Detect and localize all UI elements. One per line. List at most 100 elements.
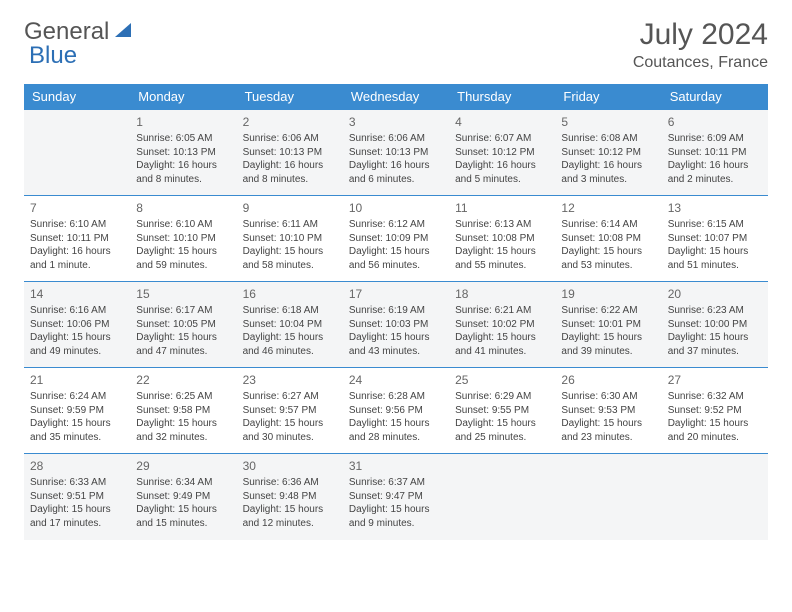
day-header-row: Sunday Monday Tuesday Wednesday Thursday… [24, 84, 768, 110]
daylight-text: Daylight: 15 hours and 28 minutes. [349, 417, 443, 444]
logo-triangle-icon [115, 23, 131, 37]
sunrise-text: Sunrise: 6:37 AM [349, 476, 443, 490]
sunset-text: Sunset: 9:58 PM [136, 404, 230, 418]
day-number: 28 [30, 458, 124, 474]
sunrise-text: Sunrise: 6:27 AM [243, 390, 337, 404]
daylight-text: Daylight: 15 hours and 12 minutes. [243, 503, 337, 530]
daylight-text: Daylight: 15 hours and 37 minutes. [668, 331, 762, 358]
day-number: 13 [668, 200, 762, 216]
day-number: 27 [668, 372, 762, 388]
day-number: 17 [349, 286, 443, 302]
sunset-text: Sunset: 10:02 PM [455, 318, 549, 332]
sunset-text: Sunset: 10:12 PM [455, 146, 549, 160]
calendar-day-cell [555, 454, 661, 540]
calendar-week-row: 14Sunrise: 6:16 AMSunset: 10:06 PMDaylig… [24, 282, 768, 368]
sunset-text: Sunset: 10:06 PM [30, 318, 124, 332]
sunset-text: Sunset: 10:13 PM [243, 146, 337, 160]
sunset-text: Sunset: 10:09 PM [349, 232, 443, 246]
daylight-text: Daylight: 15 hours and 9 minutes. [349, 503, 443, 530]
day-number: 3 [349, 114, 443, 130]
sunrise-text: Sunrise: 6:17 AM [136, 304, 230, 318]
sunrise-text: Sunrise: 6:15 AM [668, 218, 762, 232]
calendar-day-cell: 9Sunrise: 6:11 AMSunset: 10:10 PMDayligh… [237, 196, 343, 282]
sunset-text: Sunset: 10:07 PM [668, 232, 762, 246]
sunset-text: Sunset: 10:12 PM [561, 146, 655, 160]
daylight-text: Daylight: 15 hours and 20 minutes. [668, 417, 762, 444]
calendar-day-cell: 23 Sunrise: 6:27 AMSunset: 9:57 PMDayligh… [237, 368, 343, 454]
sunrise-text: Sunrise: 6:14 AM [561, 218, 655, 232]
sunrise-text: Sunrise: 6:10 AM [30, 218, 124, 232]
sunset-text: Sunset: 10:03 PM [349, 318, 443, 332]
sunrise-text: Sunrise: 6:34 AM [136, 476, 230, 490]
calendar-day-cell: 6Sunrise: 6:09 AMSunset: 10:11 PMDayligh… [662, 110, 768, 196]
daylight-text: Daylight: 15 hours and 49 minutes. [30, 331, 124, 358]
sunrise-text: Sunrise: 6:24 AM [30, 390, 124, 404]
daylight-text: Daylight: 15 hours and 43 minutes. [349, 331, 443, 358]
calendar-day-cell: 19Sunrise: 6:22 AMSunset: 10:01 PMDaylig… [555, 282, 661, 368]
sunset-text: Sunset: 9:57 PM [243, 404, 337, 418]
calendar-day-cell: 22Sunrise: 6:25 AMSunset: 9:58 PMDayligh… [130, 368, 236, 454]
sunrise-text: Sunrise: 6:12 AM [349, 218, 443, 232]
calendar-day-cell: 2Sunrise: 6:06 AMSunset: 10:13 PMDayligh… [237, 110, 343, 196]
day-number: 10 [349, 200, 443, 216]
calendar-day-cell: 30Sunrise: 6:36 AMSunset: 9:48 PMDayligh… [237, 454, 343, 540]
day-number: 1 [136, 114, 230, 130]
sunrise-text: Sunrise: 6:21 AM [455, 304, 549, 318]
day-number: 26 [561, 372, 655, 388]
day-number: 12 [561, 200, 655, 216]
sunset-text: Sunset: 10:13 PM [136, 146, 230, 160]
day-header: Friday [555, 84, 661, 110]
day-header: Wednesday [343, 84, 449, 110]
sunset-text: Sunset: 10:00 PM [668, 318, 762, 332]
sunset-text: Sunset: 10:05 PM [136, 318, 230, 332]
daylight-text: Daylight: 16 hours and 1 minute. [30, 245, 124, 272]
day-number: 5 [561, 114, 655, 130]
calendar-day-cell: 26Sunrise: 6:30 AMSunset: 9:53 PMDayligh… [555, 368, 661, 454]
sunset-text: Sunset: 9:47 PM [349, 490, 443, 504]
calendar-day-cell: 10Sunrise: 6:12 AMSunset: 10:09 PMDaylig… [343, 196, 449, 282]
calendar-day-cell: 24Sunrise: 6:28 AMSunset: 9:56 PMDayligh… [343, 368, 449, 454]
day-number: 18 [455, 286, 549, 302]
calendar-day-cell: 3Sunrise: 6:06 AMSunset: 10:13 PMDayligh… [343, 110, 449, 196]
sunset-text: Sunset: 9:53 PM [561, 404, 655, 418]
calendar-day-cell: 16Sunrise: 6:18 AMSunset: 10:04 PMDaylig… [237, 282, 343, 368]
sunset-text: Sunset: 10:04 PM [243, 318, 337, 332]
month-title: July 2024 [633, 18, 768, 52]
page-header: General July 2024 Coutances, France [24, 18, 768, 72]
day-number: 23 [243, 372, 337, 388]
calendar-day-cell: 1Sunrise: 6:05 AMSunset: 10:13 PMDayligh… [130, 110, 236, 196]
day-number: 25 [455, 372, 549, 388]
calendar-day-cell [24, 110, 130, 196]
daylight-text: Daylight: 15 hours and 41 minutes. [455, 331, 549, 358]
sunrise-text: Sunrise: 6:05 AM [136, 132, 230, 146]
sunrise-text: Sunrise: 6:11 AM [243, 218, 337, 232]
sunset-text: Sunset: 9:56 PM [349, 404, 443, 418]
day-header: Thursday [449, 84, 555, 110]
daylight-text: Daylight: 16 hours and 8 minutes. [243, 159, 337, 186]
daylight-text: Daylight: 15 hours and 59 minutes. [136, 245, 230, 272]
logo-word-2: Blue [29, 42, 77, 70]
day-header: Tuesday [237, 84, 343, 110]
calendar-day-cell: 28Sunrise: 6:33 AMSunset: 9:51 PMDayligh… [24, 454, 130, 540]
calendar-day-cell: 11Sunrise: 6:13 AMSunset: 10:08 PMDaylig… [449, 196, 555, 282]
sunrise-text: Sunrise: 6:22 AM [561, 304, 655, 318]
calendar-day-cell: 29Sunrise: 6:34 AMSunset: 9:49 PMDayligh… [130, 454, 236, 540]
daylight-text: Daylight: 16 hours and 3 minutes. [561, 159, 655, 186]
calendar-week-row: 7Sunrise: 6:10 AMSunset: 10:11 PMDayligh… [24, 196, 768, 282]
calendar-day-cell: 15Sunrise: 6:17 AMSunset: 10:05 PMDaylig… [130, 282, 236, 368]
calendar-week-row: 1Sunrise: 6:05 AMSunset: 10:13 PMDayligh… [24, 110, 768, 196]
sunset-text: Sunset: 10:08 PM [455, 232, 549, 246]
sunrise-text: Sunrise: 6:13 AM [455, 218, 549, 232]
calendar-day-cell: 4Sunrise: 6:07 AMSunset: 10:12 PMDayligh… [449, 110, 555, 196]
day-number: 21 [30, 372, 124, 388]
calendar-table: Sunday Monday Tuesday Wednesday Thursday… [24, 84, 768, 540]
day-number: 7 [30, 200, 124, 216]
day-number: 8 [136, 200, 230, 216]
sunrise-text: Sunrise: 6:10 AM [136, 218, 230, 232]
day-number: 4 [455, 114, 549, 130]
day-number: 29 [136, 458, 230, 474]
daylight-text: Daylight: 15 hours and 53 minutes. [561, 245, 655, 272]
day-number: 16 [243, 286, 337, 302]
daylight-text: Daylight: 15 hours and 30 minutes. [243, 417, 337, 444]
calendar-day-cell: 27Sunrise: 6:32 AMSunset: 9:52 PMDayligh… [662, 368, 768, 454]
